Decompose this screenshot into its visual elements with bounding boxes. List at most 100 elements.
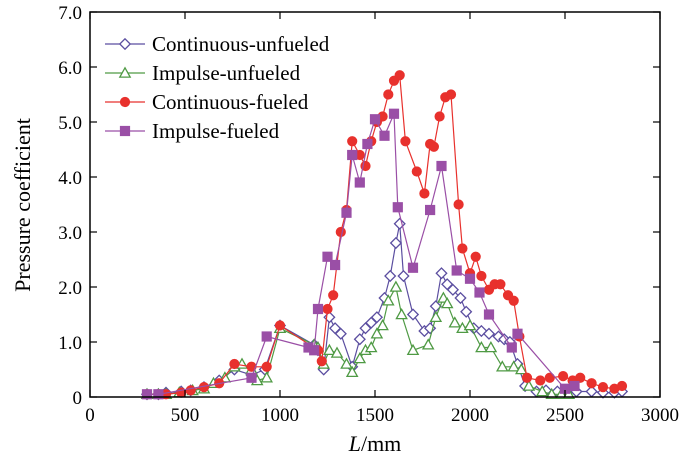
data-point: [558, 371, 569, 382]
data-point: [474, 287, 485, 298]
data-point: [185, 385, 196, 396]
legend-item: Continuous-unfueled: [105, 32, 330, 56]
data-point: [460, 305, 473, 318]
legend-marker: [118, 37, 132, 51]
data-point: [330, 346, 344, 358]
data-point: [435, 267, 448, 280]
data-point: [353, 333, 366, 346]
data-point: [454, 291, 467, 305]
data-point: [309, 345, 320, 356]
data-point: [407, 262, 419, 273]
data-point: [575, 372, 586, 383]
y-tick-label: 6.0: [58, 58, 82, 79]
x-axis-title: L/mm: [348, 431, 402, 456]
data-point: [141, 389, 153, 400]
data-point: [353, 351, 367, 364]
data-point: [400, 136, 411, 147]
data-point: [153, 389, 164, 400]
data-point: [397, 269, 410, 283]
data-point: [328, 290, 339, 301]
data-point: [341, 207, 352, 218]
data-point: [347, 149, 358, 161]
x-tick-label: 1000: [261, 405, 299, 426]
data-point: [274, 320, 286, 331]
data-point: [364, 340, 378, 353]
data-point: [483, 309, 495, 320]
legend-label: Impulse-fueled: [152, 119, 280, 143]
data-point: [347, 136, 358, 147]
x-tick-label: 2000: [451, 405, 489, 426]
data-point: [535, 375, 546, 386]
data-point: [464, 273, 476, 284]
legend-item: Impulse-fueled: [105, 119, 280, 143]
data-point: [389, 236, 403, 250]
data-point: [340, 357, 353, 369]
data-point: [354, 177, 365, 188]
y-tick-label: 2.0: [58, 278, 82, 299]
series-layer: [140, 70, 629, 401]
data-point: [522, 379, 536, 391]
data-point: [544, 372, 555, 383]
legend-label: Impulse-unfueled: [152, 61, 301, 85]
data-point: [475, 340, 488, 353]
data-point: [370, 311, 384, 324]
data-point: [482, 327, 496, 340]
series-impulse-fueled: [141, 108, 580, 400]
legend-label: Continuous-unfueled: [152, 32, 330, 56]
data-point: [446, 283, 460, 296]
data-point: [535, 384, 549, 397]
data-point: [384, 269, 397, 283]
data-point: [508, 295, 519, 306]
data-point: [229, 358, 240, 370]
data-point: [429, 310, 443, 323]
data-point: [369, 114, 381, 125]
data-point: [484, 340, 498, 353]
data-point: [448, 316, 462, 328]
data-point: [334, 327, 347, 340]
y-tick-label: 4.0: [58, 168, 82, 189]
legend-marker: [119, 96, 131, 108]
data-point: [322, 303, 333, 315]
data-point: [436, 160, 447, 172]
data-point: [440, 296, 454, 309]
data-point: [495, 360, 509, 372]
data-point: [388, 108, 400, 119]
data-point: [316, 356, 327, 367]
data-point: [379, 130, 390, 141]
data-point: [389, 280, 403, 292]
data-point: [406, 343, 420, 356]
legend-item: Continuous-fueled: [105, 90, 309, 114]
data-point: [370, 327, 384, 339]
data-point: [261, 361, 272, 372]
data-point: [383, 89, 394, 100]
data-point: [616, 380, 628, 392]
data-point: [434, 111, 445, 122]
x-tick-label: 0: [85, 405, 95, 426]
data-point: [521, 372, 533, 383]
data-point: [395, 307, 408, 320]
data-point: [586, 378, 597, 389]
data-point: [335, 226, 346, 238]
x-tick-label: 500: [171, 405, 200, 426]
data-point: [406, 308, 420, 321]
legend-marker: [119, 125, 131, 137]
data-point: [425, 204, 436, 216]
legend-marker: [118, 66, 132, 78]
y-tick-label: 7.0: [58, 3, 82, 24]
data-point: [260, 371, 274, 383]
y-tick-label: 0: [73, 388, 83, 409]
y-tick-label: 5.0: [58, 113, 82, 134]
legend: Continuous-unfueled Impulse-unfueled Conti…: [105, 32, 330, 143]
data-point: [330, 259, 341, 271]
data-point: [451, 265, 462, 276]
data-point: [428, 141, 439, 152]
y-axis-title: Pressure coefficient: [10, 118, 35, 292]
data-point: [514, 362, 528, 375]
data-point: [246, 372, 257, 383]
legend-label: Continuous-fueled: [152, 90, 309, 114]
data-point: [323, 343, 336, 356]
data-point: [381, 294, 395, 306]
x-tick-label: 1500: [356, 405, 394, 426]
data-point: [322, 251, 333, 262]
